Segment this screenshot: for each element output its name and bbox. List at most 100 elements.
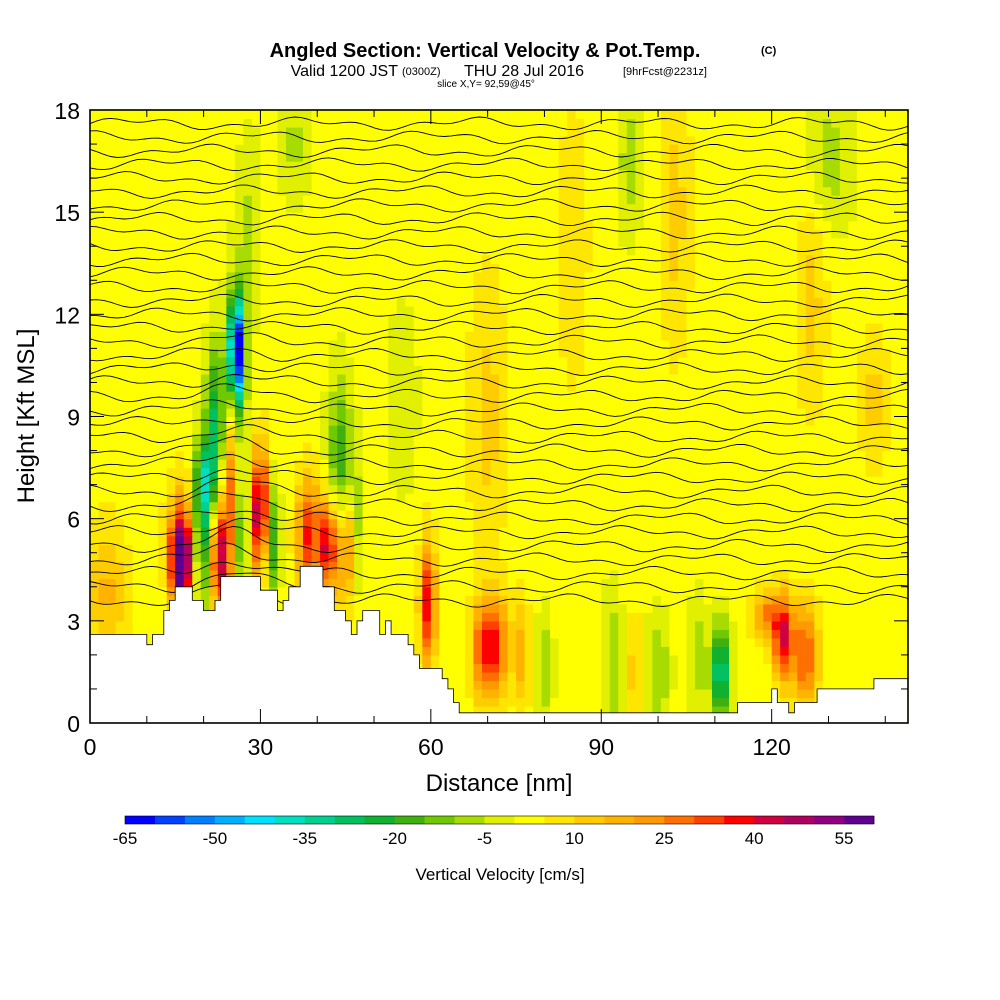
velocity-cell	[473, 339, 483, 349]
velocity-cell	[660, 280, 671, 290]
velocity-cell	[209, 365, 219, 375]
velocity-cell	[618, 356, 628, 367]
velocity-cell	[558, 586, 568, 596]
velocity-cell	[345, 586, 355, 596]
velocity-cell	[234, 459, 244, 469]
velocity-cell	[805, 688, 815, 699]
velocity-cell	[541, 578, 551, 588]
velocity-cell	[524, 569, 534, 579]
velocity-cell	[490, 382, 500, 392]
velocity-cell	[797, 501, 807, 511]
velocity-cell	[388, 407, 398, 418]
velocity-cell	[643, 348, 653, 358]
velocity-cell	[430, 450, 440, 460]
velocity-cell	[200, 595, 210, 605]
velocity-cell	[703, 569, 713, 579]
velocity-cell	[183, 373, 193, 384]
velocity-cell	[558, 552, 568, 562]
velocity-cell	[337, 416, 347, 426]
velocity-cell	[643, 663, 653, 673]
velocity-cell	[499, 416, 509, 426]
velocity-cell	[584, 697, 594, 707]
velocity-cell	[780, 510, 790, 520]
velocity-cell	[592, 305, 602, 315]
velocity-cell	[890, 637, 901, 647]
velocity-cell	[166, 552, 176, 562]
velocity-cell	[379, 382, 389, 392]
velocity-cell	[899, 476, 909, 486]
velocity-cell	[677, 322, 688, 332]
velocity-cell	[388, 390, 398, 401]
velocity-cell	[686, 561, 696, 571]
velocity-cell	[388, 544, 398, 554]
velocity-cell	[652, 612, 662, 622]
velocity-cell	[107, 339, 117, 349]
velocity-cell	[379, 288, 389, 298]
velocity-cell	[805, 561, 815, 571]
velocity-cell	[746, 305, 756, 315]
velocity-cell	[550, 501, 560, 511]
velocity-cell	[430, 467, 440, 477]
velocity-cell	[609, 705, 619, 716]
velocity-cell	[422, 493, 432, 503]
velocity-cell	[694, 569, 705, 579]
velocity-cell	[328, 569, 338, 579]
velocity-cell	[115, 322, 125, 332]
valid-time-zulu: (0300Z)	[402, 66, 441, 78]
velocity-cell	[209, 493, 219, 503]
velocity-cell	[541, 450, 551, 460]
velocity-cell	[805, 595, 815, 605]
velocity-cell	[712, 305, 722, 315]
velocity-cell	[712, 578, 722, 588]
velocity-cell	[243, 305, 253, 315]
velocity-cell	[456, 314, 466, 324]
velocity-cell	[618, 425, 628, 435]
velocity-cell	[200, 544, 210, 554]
velocity-cell	[303, 484, 313, 494]
velocity-cell	[277, 399, 287, 409]
velocity-cell	[558, 697, 568, 707]
velocity-cell	[132, 356, 142, 367]
velocity-cell	[243, 544, 253, 554]
velocity-cell	[780, 322, 790, 332]
velocity-cell	[141, 280, 151, 290]
velocity-cell	[379, 425, 389, 435]
velocity-cell	[516, 561, 526, 571]
velocity-cell	[166, 356, 176, 367]
velocity-cell	[558, 569, 568, 579]
velocity-cell	[243, 467, 253, 477]
velocity-cell	[643, 339, 653, 349]
velocity-cell	[285, 288, 296, 298]
velocity-cell	[277, 527, 287, 537]
velocity-cell	[848, 297, 858, 307]
velocity-cell	[371, 297, 381, 307]
velocity-cell	[822, 578, 832, 588]
velocity-cell	[848, 314, 858, 324]
velocity-cell	[124, 339, 134, 349]
velocity-cell	[652, 425, 662, 435]
velocity-cell	[609, 493, 619, 503]
velocity-cell	[362, 288, 372, 298]
velocity-cell	[822, 637, 832, 647]
velocity-cell	[422, 518, 432, 528]
velocity-cell	[413, 390, 423, 401]
velocity-cell	[831, 331, 841, 341]
velocity-cell	[729, 373, 739, 384]
velocity-cell	[848, 535, 858, 545]
velocity-cell	[550, 450, 560, 460]
velocity-cell	[873, 501, 884, 511]
velocity-cell	[533, 450, 543, 460]
velocity-cell	[524, 578, 534, 588]
velocity-cell	[217, 339, 227, 349]
velocity-cell	[814, 305, 824, 315]
velocity-cell	[839, 569, 849, 579]
velocity-cell	[626, 339, 636, 349]
velocity-cell	[848, 365, 858, 375]
velocity-cell	[447, 484, 457, 494]
velocity-cell	[234, 493, 244, 503]
velocity-cell	[311, 339, 321, 349]
velocity-cell	[533, 705, 543, 716]
velocity-cell	[669, 586, 679, 596]
velocity-cell	[405, 322, 415, 332]
velocity-cell	[737, 390, 747, 401]
